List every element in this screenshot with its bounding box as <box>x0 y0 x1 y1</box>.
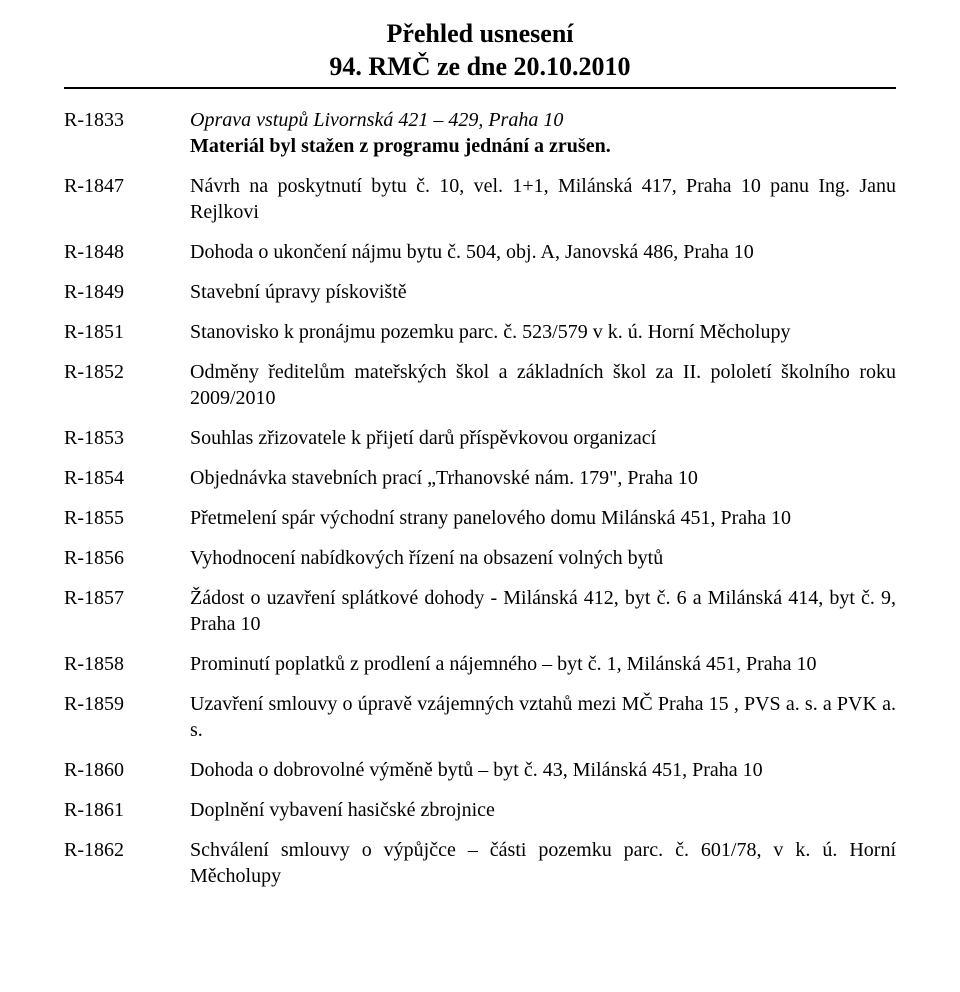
resolution-row: R-1854Objednávka stavebních prací „Trhan… <box>64 465 896 491</box>
resolution-id: R-1854 <box>64 465 190 491</box>
resolution-text: Přetmelení spár východní strany panelové… <box>190 505 896 531</box>
resolution-text: Vyhodnocení nabídkových řízení na obsaze… <box>190 545 896 571</box>
resolution-text: Dohoda o dobrovolné výměně bytů – byt č.… <box>190 757 896 783</box>
resolution-id: R-1849 <box>64 279 190 305</box>
resolution-description: Dohoda o dobrovolné výměně bytů – byt č.… <box>190 757 896 783</box>
resolution-row: R-1858Prominutí poplatků z prodlení a ná… <box>64 651 896 677</box>
resolution-text: Prominutí poplatků z prodlení a nájemnéh… <box>190 651 896 677</box>
resolution-row: R-1856Vyhodnocení nabídkových řízení na … <box>64 545 896 571</box>
title-rule <box>64 87 896 89</box>
resolution-id: R-1856 <box>64 545 190 571</box>
resolution-description: Odměny ředitelům mateřských škol a zákla… <box>190 359 896 411</box>
resolution-row: R-1853Souhlas zřizovatele k přijetí darů… <box>64 425 896 451</box>
resolution-id: R-1858 <box>64 651 190 677</box>
resolution-text: Stavební úpravy pískoviště <box>190 279 896 305</box>
resolution-text: Odměny ředitelům mateřských škol a zákla… <box>190 359 896 411</box>
resolution-text: Žádost o uzavření splátkové dohody - Mil… <box>190 585 896 637</box>
resolution-id: R-1857 <box>64 585 190 611</box>
resolution-text: Oprava vstupů Livornská 421 – 429, Praha… <box>190 107 896 133</box>
resolution-row: R-1849Stavební úpravy pískoviště <box>64 279 896 305</box>
resolution-id: R-1851 <box>64 319 190 345</box>
resolution-id: R-1848 <box>64 239 190 265</box>
resolution-row: R-1862Schválení smlouvy o výpůjčce – čás… <box>64 837 896 889</box>
resolution-description: Schválení smlouvy o výpůjčce – části poz… <box>190 837 896 889</box>
resolution-text: Doplnění vybavení hasičské zbrojnice <box>190 797 896 823</box>
resolution-text: Uzavření smlouvy o úpravě vzájemných vzt… <box>190 691 896 743</box>
resolution-id: R-1853 <box>64 425 190 451</box>
resolution-row: R-1851Stanovisko k pronájmu pozemku parc… <box>64 319 896 345</box>
resolution-description: Stavební úpravy pískoviště <box>190 279 896 305</box>
resolution-text: Stanovisko k pronájmu pozemku parc. č. 5… <box>190 319 896 345</box>
resolution-id: R-1852 <box>64 359 190 385</box>
resolution-description: Žádost o uzavření splátkové dohody - Mil… <box>190 585 896 637</box>
resolution-row: R-1848Dohoda o ukončení nájmu bytu č. 50… <box>64 239 896 265</box>
resolution-list: R-1833Oprava vstupů Livornská 421 – 429,… <box>64 107 896 889</box>
resolution-description: Objednávka stavebních prací „Trhanovské … <box>190 465 896 491</box>
title-line-1: Přehled usnesení <box>64 18 896 51</box>
resolution-id: R-1833 <box>64 107 190 133</box>
resolution-description: Oprava vstupů Livornská 421 – 429, Praha… <box>190 107 896 159</box>
resolution-row: R-1860Dohoda o dobrovolné výměně bytů – … <box>64 757 896 783</box>
resolution-text: Materiál byl stažen z programu jednání a… <box>190 133 896 159</box>
resolution-description: Přetmelení spár východní strany panelové… <box>190 505 896 531</box>
resolution-row: R-1861Doplnění vybavení hasičské zbrojni… <box>64 797 896 823</box>
resolution-description: Uzavření smlouvy o úpravě vzájemných vzt… <box>190 691 896 743</box>
document-title: Přehled usnesení 94. RMČ ze dne 20.10.20… <box>64 18 896 83</box>
resolution-text: Schválení smlouvy o výpůjčce – části poz… <box>190 837 896 889</box>
resolution-description: Doplnění vybavení hasičské zbrojnice <box>190 797 896 823</box>
resolution-id: R-1855 <box>64 505 190 531</box>
resolution-text: Objednávka stavebních prací „Trhanovské … <box>190 465 896 491</box>
resolution-row: R-1847Návrh na poskytnutí bytu č. 10, ve… <box>64 173 896 225</box>
resolution-id: R-1859 <box>64 691 190 717</box>
title-line-2: 94. RMČ ze dne 20.10.2010 <box>64 51 896 84</box>
resolution-row: R-1857Žádost o uzavření splátkové dohody… <box>64 585 896 637</box>
resolution-id: R-1847 <box>64 173 190 199</box>
resolution-text: Návrh na poskytnutí bytu č. 10, vel. 1+1… <box>190 173 896 225</box>
resolution-row: R-1833Oprava vstupů Livornská 421 – 429,… <box>64 107 896 159</box>
resolution-text: Dohoda o ukončení nájmu bytu č. 504, obj… <box>190 239 896 265</box>
resolution-id: R-1861 <box>64 797 190 823</box>
resolution-row: R-1852Odměny ředitelům mateřských škol a… <box>64 359 896 411</box>
resolution-description: Prominutí poplatků z prodlení a nájemnéh… <box>190 651 896 677</box>
resolution-row: R-1859Uzavření smlouvy o úpravě vzájemný… <box>64 691 896 743</box>
resolution-description: Souhlas zřizovatele k přijetí darů přísp… <box>190 425 896 451</box>
resolution-description: Návrh na poskytnutí bytu č. 10, vel. 1+1… <box>190 173 896 225</box>
resolution-row: R-1855Přetmelení spár východní strany pa… <box>64 505 896 531</box>
resolution-id: R-1862 <box>64 837 190 863</box>
resolution-description: Vyhodnocení nabídkových řízení na obsaze… <box>190 545 896 571</box>
resolution-description: Dohoda o ukončení nájmu bytu č. 504, obj… <box>190 239 896 265</box>
resolution-id: R-1860 <box>64 757 190 783</box>
resolution-text: Souhlas zřizovatele k přijetí darů přísp… <box>190 425 896 451</box>
resolution-description: Stanovisko k pronájmu pozemku parc. č. 5… <box>190 319 896 345</box>
